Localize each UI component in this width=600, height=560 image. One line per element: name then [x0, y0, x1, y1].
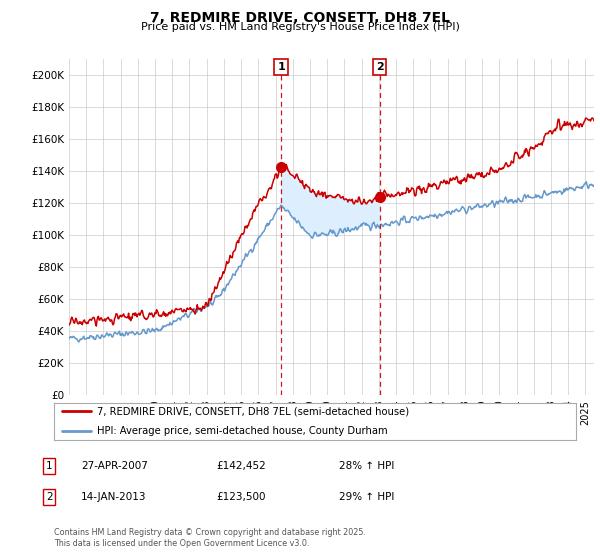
Text: £123,500: £123,500 [216, 492, 265, 502]
Text: 2: 2 [376, 62, 383, 72]
Text: 1: 1 [46, 461, 53, 471]
Text: HPI: Average price, semi-detached house, County Durham: HPI: Average price, semi-detached house,… [97, 426, 388, 436]
Text: 2: 2 [46, 492, 53, 502]
Text: 7, REDMIRE DRIVE, CONSETT, DH8 7EL (semi-detached house): 7, REDMIRE DRIVE, CONSETT, DH8 7EL (semi… [97, 406, 409, 416]
Text: 14-JAN-2013: 14-JAN-2013 [81, 492, 146, 502]
Text: Price paid vs. HM Land Registry's House Price Index (HPI): Price paid vs. HM Land Registry's House … [140, 22, 460, 32]
Text: 27-APR-2007: 27-APR-2007 [81, 461, 148, 471]
Text: 29% ↑ HPI: 29% ↑ HPI [339, 492, 394, 502]
Text: 7, REDMIRE DRIVE, CONSETT, DH8 7EL: 7, REDMIRE DRIVE, CONSETT, DH8 7EL [150, 11, 450, 25]
Text: 1: 1 [277, 62, 285, 72]
Text: £142,452: £142,452 [216, 461, 266, 471]
Text: Contains HM Land Registry data © Crown copyright and database right 2025.
This d: Contains HM Land Registry data © Crown c… [54, 528, 366, 548]
Text: 28% ↑ HPI: 28% ↑ HPI [339, 461, 394, 471]
